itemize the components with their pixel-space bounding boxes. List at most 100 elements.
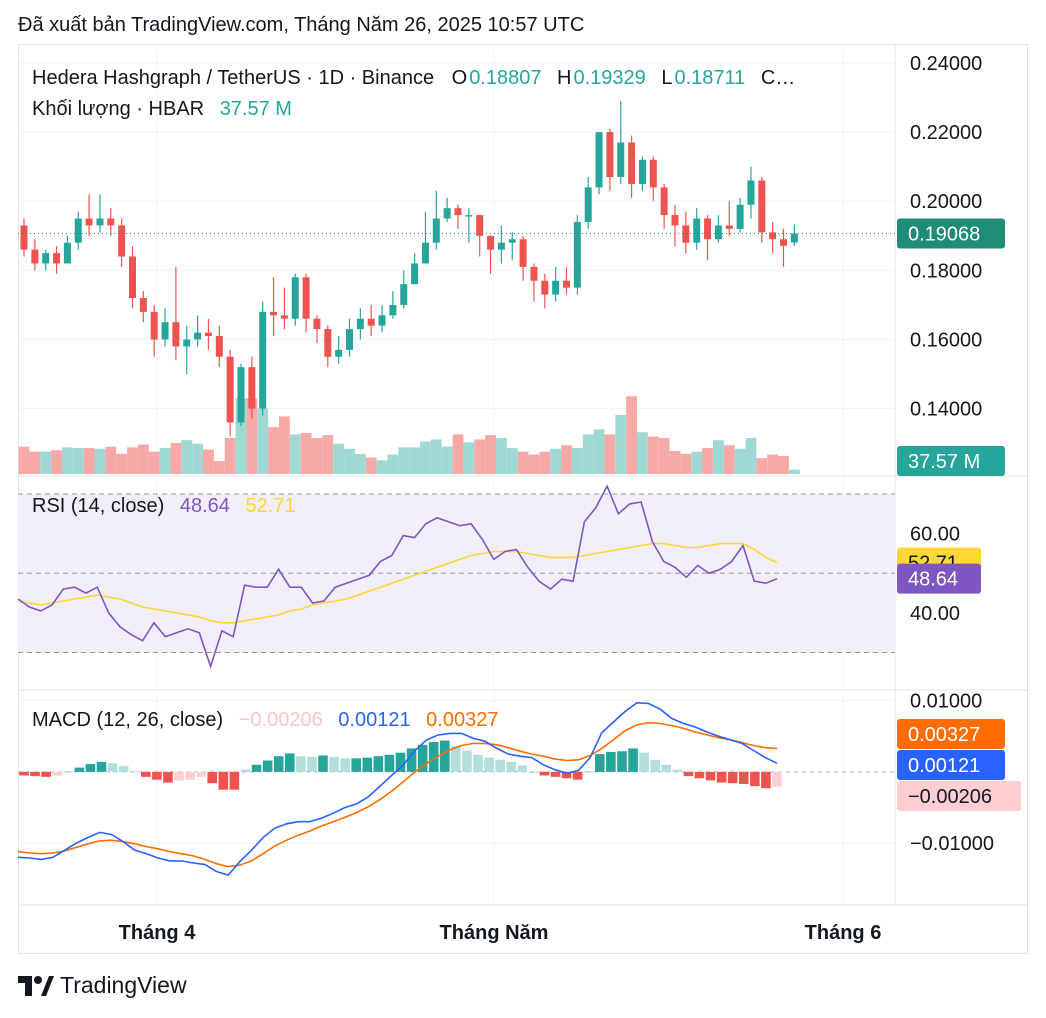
volume-bar <box>192 443 203 474</box>
legend-volume: 37.57 M <box>219 98 292 120</box>
volume-bar <box>51 450 62 474</box>
candle-body <box>259 311 267 409</box>
macd-hist-bar <box>539 771 550 776</box>
volume-bar <box>680 453 692 474</box>
macd-hist-bar <box>606 751 616 772</box>
candle-body <box>280 315 288 319</box>
macd-hist-bar <box>118 766 129 772</box>
macd-hist-bar <box>484 757 494 772</box>
candle-body <box>74 218 82 243</box>
macd-hist-bar <box>74 767 85 772</box>
volume-bar <box>268 427 279 474</box>
x-tick-1: Tháng Năm <box>440 922 549 944</box>
macd-tick-0: 0.01000 <box>910 691 982 713</box>
macd-hist-bar <box>152 771 162 780</box>
volume-bar <box>333 443 345 474</box>
candle-body <box>617 142 625 178</box>
rsi-band <box>18 493 895 654</box>
volume-bar <box>170 443 182 474</box>
candle-body <box>606 132 614 178</box>
x-tick-0: Tháng 4 <box>119 922 197 944</box>
macd-hist-bar <box>473 754 483 772</box>
macd-hist-bar <box>96 761 107 772</box>
macd-hist-bar <box>329 756 339 772</box>
volume-bar <box>637 432 648 474</box>
rsi-ma-line <box>17 542 778 624</box>
rsi-label: RSI (14, close) <box>32 495 165 517</box>
volume-bar <box>734 448 746 474</box>
macd-signal-tag: 0.00327 <box>897 719 1005 749</box>
rsi-tag-bg <box>897 563 981 594</box>
macd-tag-bg <box>897 750 1005 780</box>
candle-body <box>780 239 787 246</box>
macd-hist-bar <box>727 771 738 784</box>
macd-hist-bar <box>761 771 771 789</box>
volume-bar <box>387 454 399 474</box>
last-volume-tag: 37.57 M <box>897 446 1005 476</box>
macd-hist-bar <box>705 771 716 781</box>
macd-hist-bar <box>185 771 195 780</box>
macd-hist-bar <box>628 748 638 772</box>
candle-body <box>270 311 278 316</box>
macd-hist-bar <box>351 758 362 772</box>
candle-body <box>671 215 679 226</box>
macd-hist-bar <box>572 771 583 780</box>
candle-body <box>335 349 343 357</box>
candle-body <box>85 218 93 226</box>
macd-hist-bar <box>517 765 528 772</box>
price-tick-1: 0.22000 <box>910 122 982 144</box>
volume-bar <box>62 447 73 474</box>
macd-hist-bar <box>284 753 295 772</box>
volume-bar <box>702 448 713 474</box>
macd-hist-bar <box>716 771 727 783</box>
volume-bar <box>745 438 757 474</box>
volume-bar <box>550 448 562 474</box>
candle-body <box>421 242 429 264</box>
volume-bar <box>322 435 334 474</box>
volume-bar <box>354 453 366 474</box>
candle-body <box>693 218 701 243</box>
volume-bar <box>300 432 312 474</box>
volume-bar <box>235 398 247 474</box>
macd-hist-bar <box>428 741 439 772</box>
volume-bar <box>788 469 800 474</box>
candle-body <box>63 242 71 264</box>
macd-hist-value: −0.00206 <box>238 709 323 731</box>
candle-body <box>660 187 668 216</box>
macd-hist-bar <box>362 757 373 772</box>
volume-bar <box>29 451 41 474</box>
volume-bar <box>279 416 290 474</box>
rsi-line <box>17 484 778 669</box>
volume-bar <box>778 456 789 474</box>
candle-body <box>248 367 256 409</box>
macd-lines <box>17 701 778 877</box>
volume-bar <box>441 446 453 474</box>
legend-volume-row: Khối lượng · HBAR 37.57 M <box>32 98 292 121</box>
macd-hist-tag: −0.00206 <box>897 781 1021 811</box>
macd-label: MACD (12, 26, close) <box>32 709 224 731</box>
macd-hist-bar <box>750 771 760 787</box>
tradingview-brand[interactable]: TradingView <box>18 972 187 999</box>
candle-body <box>628 142 636 184</box>
candle-body <box>497 242 505 250</box>
rsi-lines <box>17 484 778 669</box>
macd-hist-bar <box>595 754 605 772</box>
volume-bar <box>463 442 475 474</box>
macd-hist-bar <box>52 771 63 776</box>
candle-body <box>31 249 39 264</box>
candle-body <box>714 225 722 240</box>
price-tick-0: 0.24000 <box>910 53 982 75</box>
macd-signal-line <box>17 721 778 868</box>
candle-body <box>649 159 657 188</box>
macd-hist-bar <box>141 771 151 777</box>
macd-hist-bar <box>229 771 240 790</box>
volume-bar <box>691 451 703 474</box>
macd-hist-bar <box>661 764 672 772</box>
volume-bar <box>159 448 171 474</box>
legend-open-label: O <box>451 67 468 89</box>
macd-hist-bar <box>639 752 649 772</box>
volume-bars <box>18 396 800 474</box>
macd-hist-bar <box>307 756 317 772</box>
macd-hist-tag-text: −0.00206 <box>908 786 992 808</box>
